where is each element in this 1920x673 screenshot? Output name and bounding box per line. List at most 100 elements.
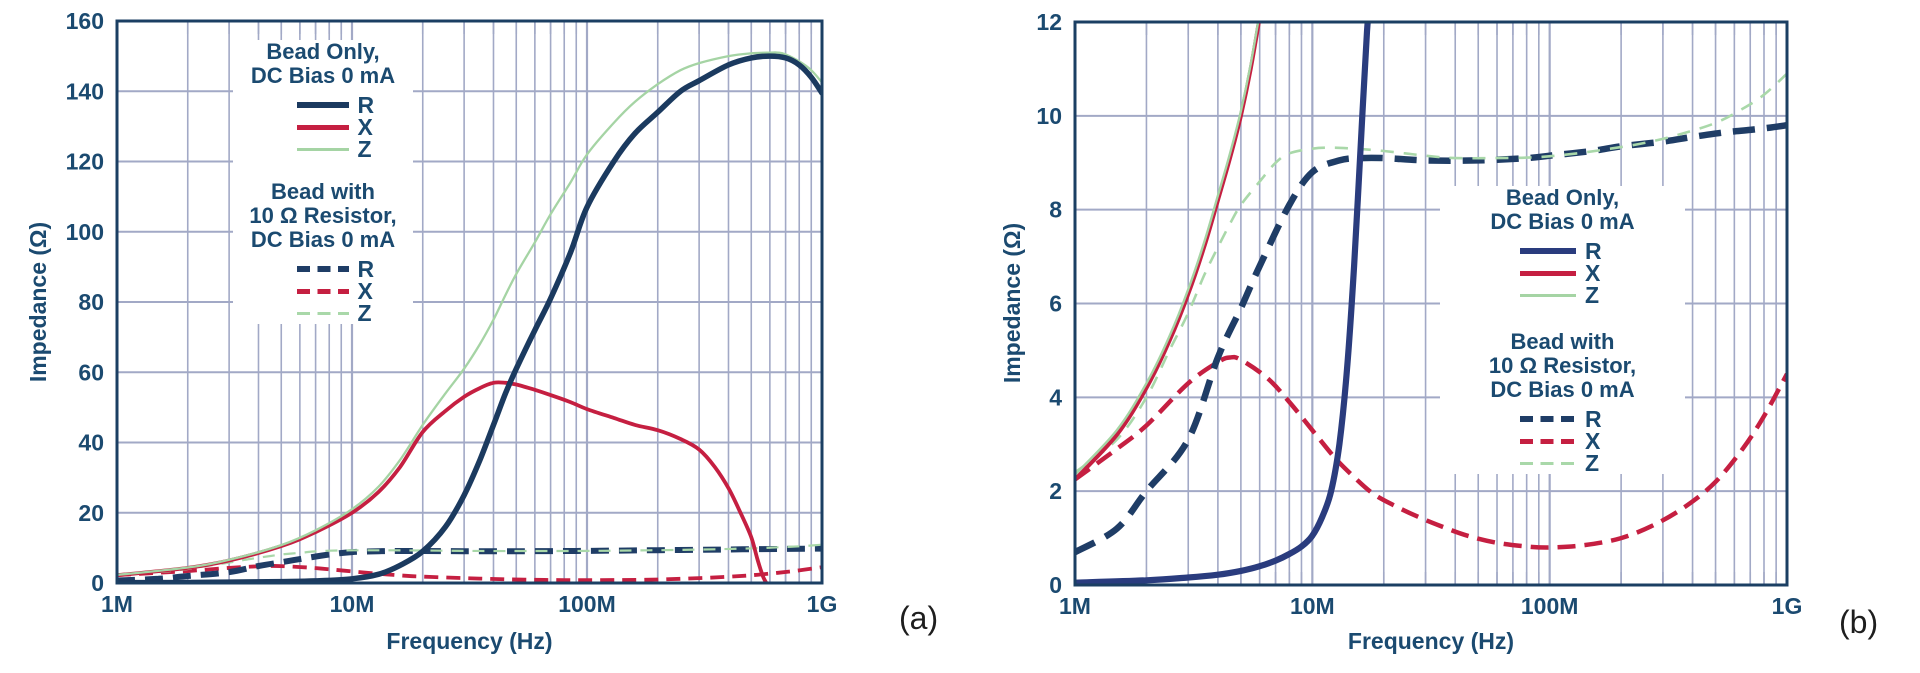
legend-group-bead-resistor-title: Bead with 10 Ω Resistor, DC Bias 0 mA (1440, 330, 1685, 402)
legend-item-label: R (357, 91, 375, 118)
series-bead_res_z-dashed (1075, 72, 1787, 474)
chart-a-series (117, 51, 822, 583)
y-tick-label: 140 (66, 78, 104, 104)
legend-item-z-dashed: Z (1440, 449, 1685, 476)
series-bead_r-solid (117, 53, 822, 583)
dashed-navy-line-swatch (1520, 416, 1576, 422)
y-tick-label: 120 (66, 149, 104, 175)
legend-item-label: X (1585, 427, 1601, 454)
legend-item-label: Z (1585, 281, 1600, 308)
series-bead_x-solid (117, 380, 769, 583)
legend-title-line: 10 Ω Resistor, (1488, 353, 1637, 378)
chart-b-y-axis-title: Impedance (Ω) (999, 222, 1025, 384)
y-tick-label: 100 (66, 219, 104, 245)
chart-b-legend: Bead Only, DC Bias 0 mA R X Z Bead with … (1440, 186, 1685, 476)
chart-b-plot-border (1073, 20, 1789, 587)
solid-red-line-swatch (1520, 270, 1576, 276)
legend-item-x-dashed: X (1440, 427, 1685, 454)
legend-item-x-solid: X (247, 113, 427, 140)
legend-group-bead-resistor-title: Bead with 10 Ω Resistor, DC Bias 0 mA (233, 180, 413, 252)
legend-item-r-solid: R (1440, 237, 1685, 264)
solid-green-line-swatch (296, 147, 349, 151)
y-tick-label: 4 (1049, 384, 1062, 410)
legend-item-r-dashed: R (247, 255, 427, 282)
dashed-navy-line-swatch (296, 266, 349, 272)
legend-item-label: X (1585, 259, 1601, 286)
y-tick-label: 40 (78, 430, 104, 456)
legend-item-z-solid: Z (247, 136, 427, 162)
legend-title-line: Bead Only, (1505, 185, 1620, 210)
x-tick-label: 1M (101, 591, 133, 617)
y-tick-label: 6 (1049, 291, 1062, 317)
x-tick-label: 100M (1521, 593, 1579, 619)
legend-item-label: R (1585, 405, 1602, 432)
dashed-red-line-swatch (296, 288, 349, 294)
chart-a-x-axis-title: Frequency (Hz) (386, 628, 553, 654)
legend-title-line: DC Bias 0 mA (1490, 377, 1635, 402)
legend-title-line: DC Bias 0 mA (1490, 209, 1635, 234)
solid-navy-line-swatch (296, 102, 349, 108)
legend-title-line: 10 Ω Resistor, (249, 203, 397, 228)
y-tick-label: 20 (78, 500, 104, 526)
dashed-red-line-swatch (1520, 438, 1576, 444)
legend-items-bead-resistor: R X Z (1440, 405, 1685, 476)
y-tick-label: 60 (78, 359, 104, 385)
y-tick-label: 0 (91, 570, 104, 596)
legend-item-label: X (357, 277, 373, 304)
x-tick-label: 1G (1772, 593, 1803, 619)
series-bead_x-solid (1075, 22, 1261, 482)
chart-a-plot-border (115, 19, 824, 585)
legend-title-line: Bead with (1510, 329, 1615, 354)
legend-title-line: Bead Only, (266, 39, 380, 64)
series-bead_z-solid (1075, 22, 1260, 476)
y-tick-label: 0 (1049, 572, 1062, 598)
panel-caption-a: (a) (899, 600, 939, 636)
y-tick-label: 10 (1036, 103, 1062, 129)
legend-items-bead-only: R X Z (233, 92, 413, 162)
y-tick-label: 160 (66, 8, 104, 34)
legend-item-x-dashed: X (247, 277, 427, 304)
legend-group-bead-only-title: Bead Only, DC Bias 0 mA (1440, 186, 1685, 234)
legend-title-line: Bead with (271, 179, 375, 204)
legend-item-label: Z (1585, 449, 1600, 476)
y-tick-label: 2 (1049, 478, 1062, 504)
legend-item-z-dashed: Z (247, 299, 427, 326)
legend-title-line: DC Bias 0 mA (250, 63, 396, 88)
solid-green-line-swatch (1520, 293, 1576, 297)
chart-a-y-axis-title: Impedance (Ω) (25, 221, 51, 383)
series-bead_res_r-dashed (1075, 121, 1787, 556)
legend-item-r-solid: R (247, 91, 427, 118)
series-bead_res_x-dashed (117, 564, 822, 583)
legend-item-z-solid: Z (1440, 281, 1685, 308)
x-tick-label: 10M (1290, 593, 1335, 619)
x-tick-label: 1M (1059, 593, 1091, 619)
legend-item-x-solid: X (1440, 259, 1685, 286)
legend-item-label: X (357, 113, 373, 140)
chart-a-gridlines (117, 21, 822, 583)
legend-title-line: DC Bias 0 mA (250, 227, 396, 252)
x-tick-label: 10M (330, 591, 375, 617)
y-tick-label: 80 (78, 289, 104, 315)
dashed-green-line-swatch (296, 311, 349, 315)
solid-navy-line-swatch (1520, 248, 1576, 254)
y-tick-label: 12 (1036, 9, 1062, 35)
x-tick-label: 100M (558, 591, 616, 617)
x-tick-label: 1G (807, 591, 838, 617)
dashed-green-line-swatch (1520, 461, 1576, 465)
legend-item-label: Z (357, 299, 372, 326)
solid-red-line-swatch (296, 124, 349, 130)
chart-b-x-axis-title: Frequency (Hz) (1347, 628, 1515, 654)
series-bead_res_x-dashed (1075, 354, 1787, 550)
chart-a-legend: Bead Only, DC Bias 0 mA R X Z Bead with … (233, 39, 413, 326)
legend-item-label: R (1585, 237, 1602, 264)
y-tick-label: 8 (1049, 197, 1062, 223)
panel-caption-b: (b) (1839, 604, 1879, 640)
legend-items-bead-only: R X Z (1440, 237, 1685, 308)
chart-b-series (1075, 22, 1787, 585)
series-bead_z-solid (117, 51, 822, 577)
legend-item-label: R (357, 255, 375, 282)
legend-items-bead-resistor: R X Z (233, 256, 413, 326)
series-bead_r-solid (1075, 22, 1371, 585)
legend-item-r-dashed: R (1440, 405, 1685, 432)
